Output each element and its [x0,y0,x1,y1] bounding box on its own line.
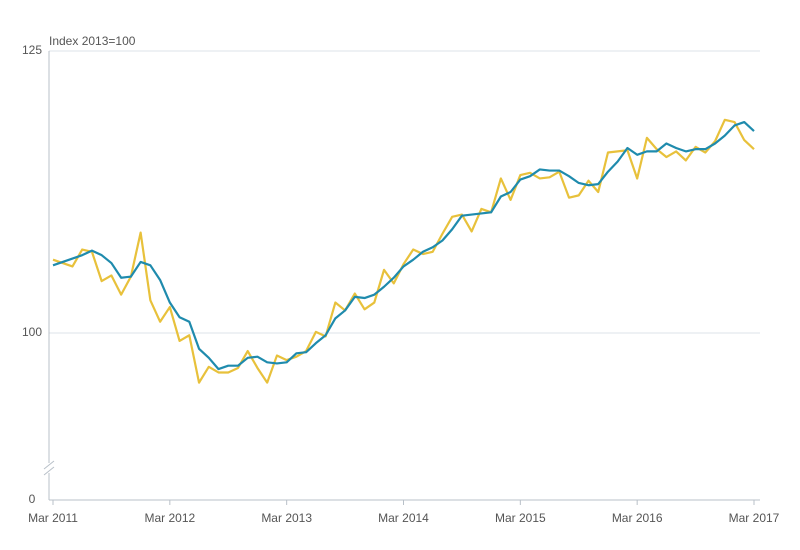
x-tick-label: Mar 2016 [612,511,663,525]
data-line [52,118,755,384]
y-tick-label: 100 [22,325,42,339]
x-tick-label: Mar 2014 [378,511,429,525]
axis-break [43,466,55,476]
y-axis-label: Index 2013=100 [49,34,136,48]
x-tick-label: Mar 2013 [261,511,312,525]
x-tick-label: Mar 2015 [495,511,546,525]
y-tick-label: 0 [29,492,36,506]
axis-break [43,460,55,470]
x-tick-label: Mar 2017 [729,511,780,525]
x-tick-label: Mar 2011 [28,511,78,525]
x-tick-label: Mar 2012 [144,511,195,525]
y-tick-label: 125 [22,43,42,57]
data-line [52,120,755,371]
